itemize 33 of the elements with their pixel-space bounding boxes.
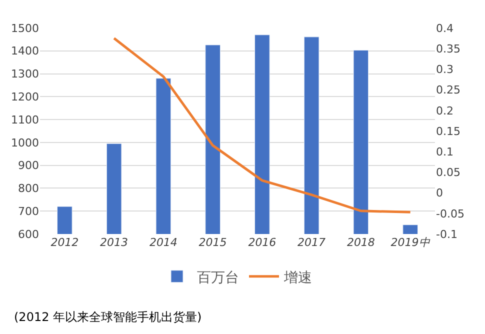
y2-tick-label: -0.05: [436, 207, 464, 220]
y2-tick-label: 0.05: [436, 166, 460, 180]
x-tick-label: 2019中: [390, 236, 431, 249]
y-tick-label: 800: [18, 182, 39, 196]
y-tick-label: 1400: [11, 44, 39, 58]
y-tick-label: 700: [18, 204, 39, 218]
x-tick-label: 2013: [100, 236, 128, 249]
x-tick-label: 2015: [198, 236, 227, 249]
y2-tick-label: 0.1: [436, 145, 454, 158]
y2-tick-label: 0: [436, 186, 443, 200]
x-tick-label: 2014: [149, 236, 178, 249]
y-tick-label: 900: [18, 159, 39, 172]
y-tick-label: 1000: [11, 136, 39, 150]
x-tick-label: 2017: [298, 236, 326, 249]
legend-label: 百万台: [197, 270, 239, 286]
legend-label: 增速: [283, 270, 312, 286]
x-tick-label: 2016: [248, 236, 276, 249]
line-series: [112, 37, 412, 214]
text: (2012 年以来全球智能手机出货量): [14, 310, 202, 324]
x-tick-label: 2018: [346, 236, 375, 249]
y-tick-label: 600: [18, 228, 39, 241]
y-tick-label: 1100: [11, 113, 39, 126]
x-tick-label: 2012: [50, 236, 79, 249]
y-tick-label: 1500: [11, 22, 39, 35]
y2-tick-label: 0.35: [436, 42, 460, 56]
y2-tick-label: -0.1: [436, 228, 458, 241]
y2-tick-label: 0.3: [436, 63, 454, 76]
y-tick-label: 1200: [11, 90, 39, 104]
y2-tick-label: 0.2: [436, 104, 454, 118]
y2-tick-label: 0.15: [436, 124, 460, 138]
y2-tick-label: 0.4: [436, 22, 454, 35]
y-tick-label: 1300: [11, 68, 39, 81]
y2-tick-label: 0.25: [436, 84, 460, 97]
